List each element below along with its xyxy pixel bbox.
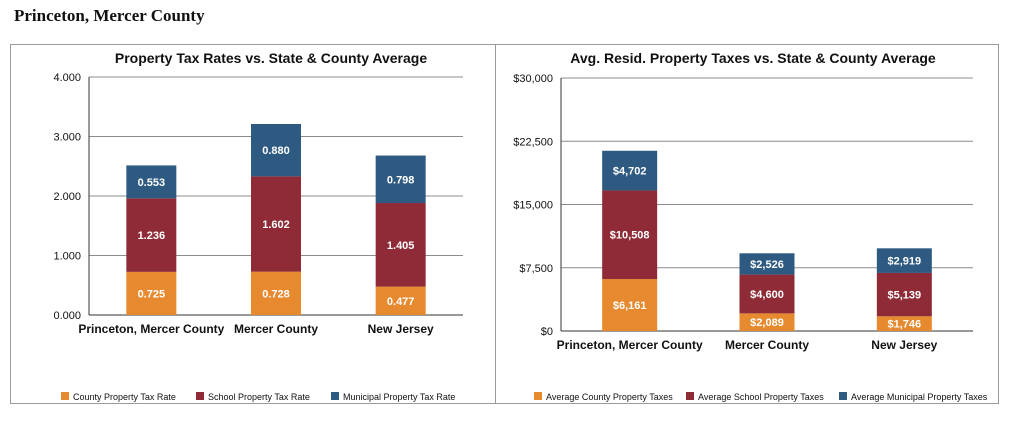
legend-swatch xyxy=(534,392,542,400)
bar-data-label: 0.553 xyxy=(138,177,166,189)
rates-bar-municipal xyxy=(375,155,426,204)
bar-data-label: $4,600 xyxy=(750,289,784,301)
y-tick-label: $30,000 xyxy=(513,73,553,85)
rates-bar-municipal xyxy=(126,165,177,199)
legend-label: Average School Property Taxes xyxy=(698,392,824,402)
bar-data-label: 0.728 xyxy=(262,288,290,300)
y-tick-label: 3.000 xyxy=(53,132,81,144)
taxes-bar-municipal xyxy=(876,248,932,273)
bar-data-label: $5,139 xyxy=(888,290,922,302)
bar-data-label: 1.405 xyxy=(387,240,415,252)
taxes-bar-municipal xyxy=(602,150,658,191)
taxes-bar-school xyxy=(739,274,795,314)
rates-bar-school xyxy=(251,176,301,272)
legend-label: School Property Tax Rate xyxy=(208,392,310,402)
x-category-label: New Jersey xyxy=(368,322,434,336)
x-category-label: New Jersey xyxy=(871,338,937,352)
avg-taxes-chart: Avg. Resid. Property Taxes vs. State & C… xyxy=(495,44,999,404)
bar-data-label: $2,089 xyxy=(750,317,784,329)
rates-bar-county xyxy=(251,271,301,315)
y-tick-label: $7,500 xyxy=(519,263,553,275)
rates-bar-school xyxy=(375,203,426,287)
bar-data-label: 0.798 xyxy=(387,174,415,186)
legend-swatch xyxy=(61,392,69,400)
legend-swatch xyxy=(839,392,847,400)
legend-label: County Property Tax Rate xyxy=(73,392,176,402)
chart-title: Property Tax Rates vs. State & County Av… xyxy=(115,50,427,66)
bar-data-label: $1,746 xyxy=(888,319,922,331)
y-tick-label: 1.000 xyxy=(53,251,81,263)
rates-bar-municipal xyxy=(251,124,301,177)
legend-label: Average County Property Taxes xyxy=(546,392,673,402)
taxes-bar-school xyxy=(602,190,658,280)
bar-data-label: $2,919 xyxy=(888,256,922,268)
tax-rates-chart-svg: Property Tax Rates vs. State & County Av… xyxy=(53,50,463,402)
tax-rates-chart: Property Tax Rates vs. State & County Av… xyxy=(10,44,512,404)
y-tick-label: 4.000 xyxy=(53,72,81,84)
page-title: Princeton, Mercer County xyxy=(14,6,205,25)
taxes-bar-school xyxy=(876,272,932,317)
avg-taxes-chart-svg: Avg. Resid. Property Taxes vs. State & C… xyxy=(513,50,988,402)
y-tick-label: $22,500 xyxy=(513,136,553,148)
bar-data-label: 1.236 xyxy=(138,230,166,242)
bar-data-label: 0.477 xyxy=(387,296,415,308)
bar-data-label: 1.602 xyxy=(262,219,290,231)
rates-bar-county xyxy=(126,271,177,315)
bar-data-label: 0.880 xyxy=(262,145,290,157)
chart-title: Avg. Resid. Property Taxes vs. State & C… xyxy=(570,50,936,66)
legend-swatch xyxy=(331,392,339,400)
taxes-bar-county xyxy=(602,279,658,331)
x-category-label: Princeton, Mercer County xyxy=(78,322,224,336)
x-category-label: Mercer County xyxy=(234,322,318,336)
bar-data-label: $2,526 xyxy=(750,259,784,271)
taxes-bar-county xyxy=(876,316,932,331)
y-tick-label: 0.000 xyxy=(53,310,81,322)
legend-label: Average Municipal Property Taxes xyxy=(851,392,988,402)
legend-label: Municipal Property Tax Rate xyxy=(343,392,455,402)
taxes-bar-county xyxy=(739,313,795,331)
legend-swatch xyxy=(196,392,204,400)
y-tick-label: $15,000 xyxy=(513,200,553,212)
y-tick-label: $0 xyxy=(541,326,553,338)
y-tick-label: 2.000 xyxy=(53,191,81,203)
rates-bar-school xyxy=(126,198,177,272)
x-category-label: Mercer County xyxy=(725,338,809,352)
taxes-bar-municipal xyxy=(739,253,795,275)
x-category-label: Princeton, Mercer County xyxy=(557,338,703,352)
legend-swatch xyxy=(686,392,694,400)
bar-data-label: $4,702 xyxy=(613,166,647,178)
bar-data-label: 0.725 xyxy=(138,288,166,300)
bar-data-label: $10,508 xyxy=(610,230,650,242)
rates-bar-county xyxy=(375,286,426,315)
bar-data-label: $6,161 xyxy=(613,300,647,312)
